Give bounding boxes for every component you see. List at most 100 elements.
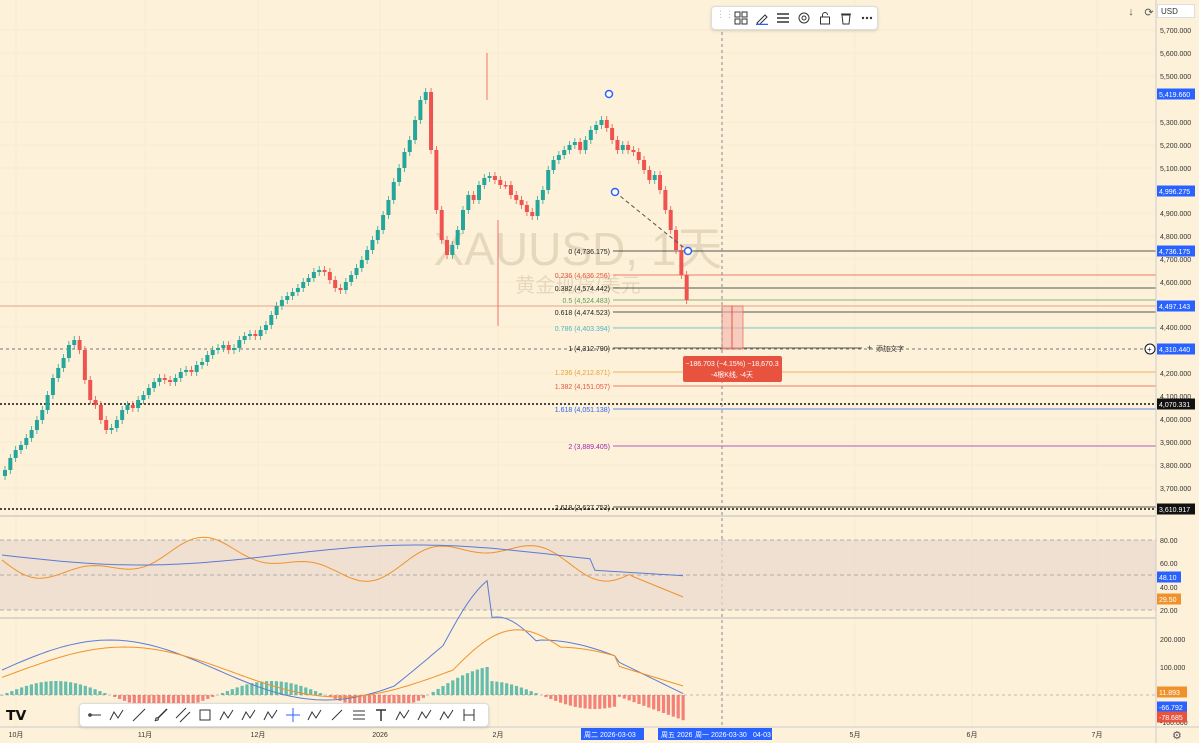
candle <box>407 140 412 152</box>
parallel-channel-icon[interactable] <box>172 704 194 726</box>
trend-line-icon[interactable] <box>128 704 150 726</box>
candle <box>434 150 439 210</box>
polyline-icon[interactable] <box>436 704 458 726</box>
refresh-icon[interactable]: ⟳ <box>1144 6 1154 19</box>
time-axis[interactable]: 10月 11月 12月 2026 2月 5月 6月 7月 周二 2026-03-03 周五 202… <box>9 728 1103 740</box>
candle <box>322 270 327 272</box>
price-badge-label: 5,419.660 <box>1159 92 1190 99</box>
trend-line-dashed[interactable] <box>614 191 689 252</box>
candle <box>663 190 668 210</box>
abc-pattern-icon[interactable] <box>106 704 128 726</box>
rsi-tick-label: 60.00 <box>1160 561 1178 568</box>
pencil-icon[interactable] <box>751 7 772 29</box>
lock-icon[interactable] <box>814 7 835 29</box>
rsi-axis[interactable]: 80.00 60.00 40.00 20.00 48.10 29.50 <box>1157 538 1181 615</box>
candle <box>588 130 593 140</box>
abcd-2-icon[interactable] <box>414 704 436 726</box>
candle <box>647 170 652 180</box>
candle <box>455 230 460 245</box>
download-icon[interactable]: ↓ <box>1128 6 1134 18</box>
macd-line <box>1 579 684 701</box>
path-icon[interactable] <box>260 704 282 726</box>
candle <box>514 195 519 200</box>
price-badge: 3,610.917 <box>1157 503 1195 515</box>
candle <box>146 388 151 395</box>
trash-icon[interactable] <box>835 7 856 29</box>
drawing-tools-toolbar[interactable] <box>79 703 489 727</box>
text-icon[interactable] <box>370 704 392 726</box>
elliott-icon[interactable] <box>304 704 326 726</box>
price-tick-label: 5,600.000 <box>1160 51 1191 58</box>
candle <box>13 450 18 458</box>
gear-icon[interactable]: ⚙ <box>1172 730 1182 742</box>
candle <box>247 334 252 336</box>
macd-axis[interactable]: 200.000 100.000 -100.000 11.893 -66.792 -78.6… <box>1157 637 1188 727</box>
candle <box>631 150 636 152</box>
line-style-icon[interactable] <box>772 7 793 29</box>
macd-badge-label: -78.685 <box>1159 715 1183 722</box>
anchor-handle-end[interactable] <box>683 246 693 256</box>
crosshair-icon[interactable] <box>282 704 304 726</box>
xabcd-icon[interactable] <box>216 704 238 726</box>
time-tick-label: 10月 <box>9 731 24 739</box>
candle <box>88 380 93 400</box>
candle <box>152 382 157 388</box>
settings-icon[interactable] <box>793 7 814 29</box>
fib-level-label: 1 (4,312.790) <box>568 346 610 353</box>
fib-level-label: 0.786 (4,403.394) <box>555 326 610 333</box>
candle <box>98 405 103 420</box>
candle <box>402 152 407 168</box>
abcd-icon[interactable] <box>238 704 260 726</box>
rectangle-icon[interactable] <box>194 704 216 726</box>
add-alert-icon[interactable] <box>1144 343 1156 355</box>
price-badge: 5,419.660 <box>1157 88 1195 100</box>
pen-icon[interactable] <box>326 704 348 726</box>
candle <box>200 362 205 365</box>
macd-badge: -66.792 <box>1157 701 1187 713</box>
candle <box>674 230 679 250</box>
more-icon[interactable] <box>856 7 877 29</box>
rsi-tick-label: 20.00 <box>1160 608 1178 615</box>
candle <box>104 420 109 430</box>
drag-handle[interactable]: ⋮⋮ <box>716 9 734 19</box>
candle <box>72 340 77 345</box>
candle <box>56 368 61 378</box>
head-shoulders-icon[interactable] <box>392 704 414 726</box>
candle <box>626 145 631 150</box>
candle <box>290 292 295 296</box>
candle <box>439 210 444 240</box>
ray-icon[interactable] <box>150 704 172 726</box>
rsi-badge-label: 48.10 <box>1159 575 1177 582</box>
candle <box>652 175 657 180</box>
time-tick-label: 6月 <box>967 731 978 739</box>
add-text-button[interactable]: + 添加文字 <box>867 343 904 353</box>
price-badge: 4,736.175 <box>1157 245 1195 257</box>
signal-line <box>1 629 684 698</box>
fib-level-label: 0 (4,736.175) <box>568 249 610 256</box>
anchor-handle-top[interactable] <box>604 89 614 99</box>
measure-tooltip-line2: -4根K线, -4天 <box>711 370 753 379</box>
price-axis[interactable]: 5,700.000 5,600.000 5,500.000 5,300.000 5,20… <box>1157 28 1195 515</box>
horizontal-ray-icon[interactable] <box>84 704 106 726</box>
drawing-floating-toolbar[interactable]: ⋮⋮ <box>711 6 878 30</box>
fib-retracement[interactable]: 0 (4,736.175) 0.236 (4,636.256) 0.382 (4,5… <box>555 249 1156 512</box>
candle <box>210 350 215 355</box>
rsi-tick-label: 80.00 <box>1160 538 1178 545</box>
tradingview-logo-icon[interactable]: 𝗧𝗩 <box>6 707 27 723</box>
date-range-icon[interactable] <box>458 704 480 726</box>
price-tick-label: 5,200.000 <box>1160 143 1191 150</box>
fib-retracement-icon[interactable] <box>348 704 370 726</box>
rsi-badge: 48.10 <box>1157 571 1181 583</box>
candle <box>508 185 513 195</box>
time-tick-label: 2月 <box>493 731 504 739</box>
measure-tooltip: −186.703 (−4.15%) −18,670.3 -4根K线, -4天 <box>683 356 782 382</box>
rsi-line <box>1 536 684 598</box>
anchor-handle-mid[interactable] <box>610 187 620 197</box>
candle <box>269 315 274 325</box>
candle <box>317 270 322 272</box>
candle <box>476 185 481 200</box>
currency-selector[interactable]: USD <box>1157 4 1195 18</box>
candle <box>157 378 162 382</box>
layout-icon[interactable] <box>730 7 751 29</box>
